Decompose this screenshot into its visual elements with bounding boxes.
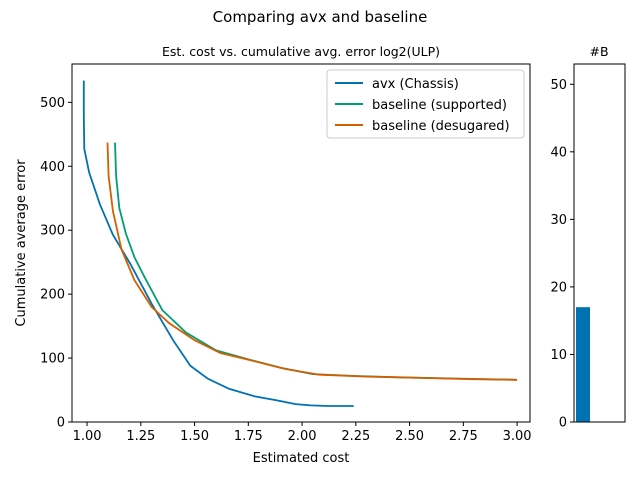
side-bars-group xyxy=(576,307,590,422)
legend-label-baseline-desugared: baseline (desugared) xyxy=(372,119,510,134)
x-tick-label-2: 1.50 xyxy=(180,429,209,444)
side-y-tick-label-2: 20 xyxy=(550,280,567,295)
main-plot-title: Est. cost vs. cumulative avg. error log2… xyxy=(162,44,440,59)
x-tick-label-4: 2.00 xyxy=(288,429,317,444)
legend-label-avx: avx (Chassis) xyxy=(372,77,459,92)
series-line-2 xyxy=(106,142,518,381)
legend-label-baseline-supported: baseline (supported) xyxy=(372,98,507,113)
series-line-0 xyxy=(82,80,354,407)
side-y-tick-label-5: 50 xyxy=(550,78,567,93)
side-y-tick-label-4: 40 xyxy=(550,145,567,160)
y-tick-label-3: 300 xyxy=(40,224,65,239)
side-y-tick-label-3: 30 xyxy=(550,213,567,228)
y-tick-label-1: 100 xyxy=(40,352,65,367)
legend: avx (Chassis) baseline (supported) basel… xyxy=(326,69,525,139)
main-plot-ylabel: Cumulative average error xyxy=(14,159,29,327)
side-y-tick-label-0: 0 xyxy=(559,416,567,431)
main-plot-xlabel: Estimated cost xyxy=(253,451,350,466)
y-tick-label-0: 0 xyxy=(57,416,65,431)
y-tick-label-4: 400 xyxy=(40,160,65,175)
y-tick-label-5: 500 xyxy=(40,96,65,111)
x-tick-label-1: 1.25 xyxy=(126,429,155,444)
bar-0 xyxy=(576,307,590,422)
x-tick-label-3: 1.75 xyxy=(234,429,263,444)
legend-frame xyxy=(326,69,525,139)
side-ticks-group: 0 10 20 30 40 50 xyxy=(550,78,574,431)
x-tick-label-5: 2.25 xyxy=(341,429,370,444)
side-y-tick-label-1: 10 xyxy=(550,348,567,363)
x-tick-label-0: 1.00 xyxy=(73,429,102,444)
side-plot-frame xyxy=(573,63,626,423)
y-tick-label-2: 200 xyxy=(40,288,65,303)
main-ticks-group: 1.00 1.25 1.50 1.75 2.00 2.25 2.50 2.75 3.00 0 100… xyxy=(40,96,531,444)
side-plot-title: #B xyxy=(589,44,608,59)
main-plot-frame xyxy=(71,63,531,423)
x-tick-label-6: 2.50 xyxy=(395,429,424,444)
x-tick-label-7: 2.75 xyxy=(449,429,478,444)
main-series-group xyxy=(82,80,518,407)
side-plot: #B 0 10 20 30 40 50 xyxy=(550,44,626,431)
figure-suptitle: Comparing avx and baseline xyxy=(213,8,428,26)
main-plot: Est. cost vs. cumulative avg. error log2… xyxy=(14,44,532,466)
x-tick-label-8: 3.00 xyxy=(503,429,532,444)
